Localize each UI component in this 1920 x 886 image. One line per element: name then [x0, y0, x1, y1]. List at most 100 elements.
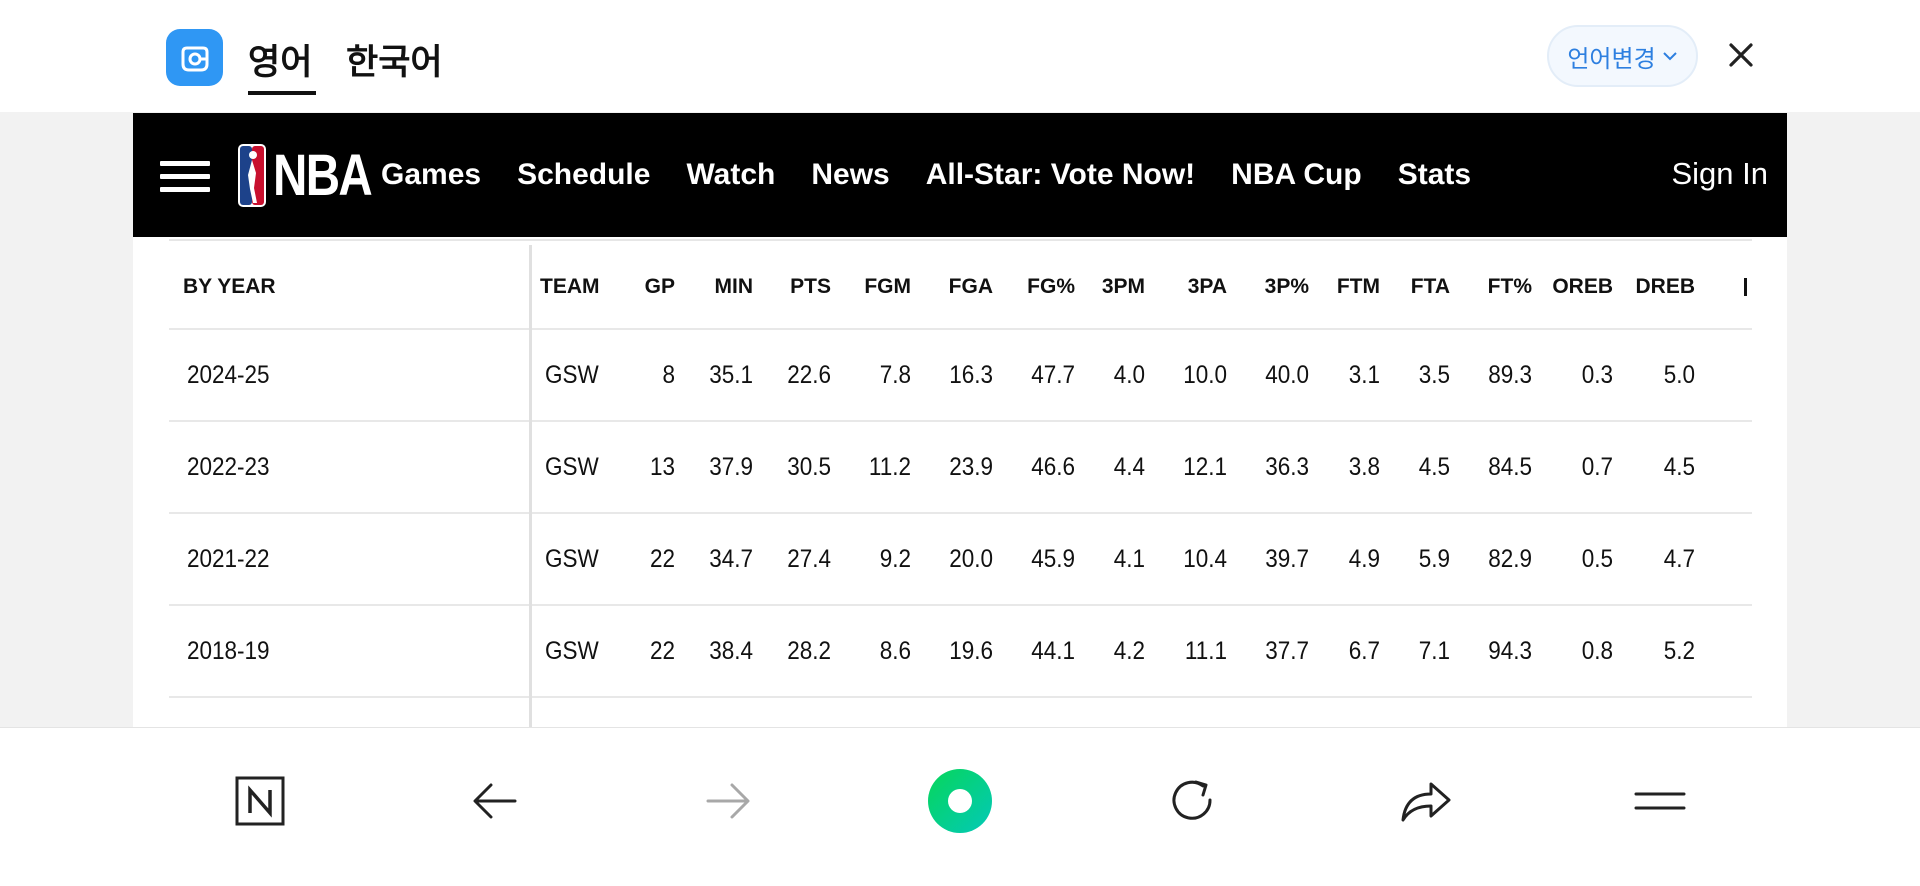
stat-cell-ft: 94.3 — [1488, 636, 1532, 665]
chevron-down-icon — [1662, 52, 1677, 61]
table-top-rule — [169, 239, 1752, 241]
table-row: 2021-22 GSW 22 34.7 27.4 9.2 20.0 45.9 4.1 10.4 39… — [169, 514, 1752, 606]
column-header-ft[interactable]: FT% — [1487, 274, 1532, 298]
nba-header: NBA Games Schedule Watch News All-Star: … — [133, 113, 1787, 237]
stat-cell-fga: 23.9 — [949, 452, 993, 481]
nav-games[interactable]: Games — [381, 158, 482, 191]
stat-cell-min: 38.4 — [709, 636, 753, 665]
column-header-min[interactable]: MIN — [714, 274, 754, 298]
stat-cell-fg: 47.7 — [1031, 360, 1075, 389]
stat-cell-min: 34.7 — [709, 544, 753, 573]
stat-cell-fta: 4.5 — [1418, 452, 1450, 481]
tab-korean[interactable]: 한국어 — [346, 43, 443, 83]
stat-cell-3pm: 4.0 — [1113, 360, 1145, 389]
stat-cell-ftm: 6.7 — [1348, 636, 1380, 665]
stat-cell-fta: 5.9 — [1418, 544, 1450, 573]
table-row: 2022-23 GSW 13 37.9 30.5 11.2 23.9 46.6 4.4 12.1 3… — [169, 422, 1752, 514]
stat-cell-dreb: 4.5 — [1663, 452, 1695, 481]
stat-cell-gp: 22 — [649, 636, 675, 665]
papago-logo-icon — [166, 29, 223, 86]
nav-all-star-vote[interactable]: All-Star: Vote Now! — [925, 158, 1196, 191]
hamburger-menu-icon[interactable] — [160, 161, 210, 197]
stat-cell-dreb: 5.0 — [1663, 360, 1695, 389]
main-nav: Games Schedule Watch News All-Star: Vote… — [381, 113, 1507, 237]
stat-cell-oreb: 0.3 — [1581, 360, 1613, 389]
nba-logo-text: NBA — [273, 142, 373, 208]
column-header-gp[interactable]: GP — [644, 274, 675, 298]
share-icon[interactable] — [1393, 768, 1459, 834]
column-header-3pm[interactable]: 3PM — [1101, 274, 1145, 298]
stat-cell-3pm: 4.2 — [1113, 636, 1145, 665]
reload-icon[interactable] — [1160, 768, 1226, 834]
nav-watch[interactable]: Watch — [686, 158, 776, 191]
stat-cell-3p: 40.0 — [1265, 360, 1309, 389]
column-header-fga[interactable]: FGA — [948, 274, 993, 298]
stats-table[interactable]: BY YEAR TEAM GP MIN PTS FGM FGA FG% 3PM 3PA 3P% FTM… — [169, 237, 1752, 727]
language-change-label: 언어변경 — [1567, 44, 1656, 73]
stat-cell-3pa: 12.1 — [1183, 452, 1227, 481]
tab-english[interactable]: 영어 — [248, 43, 313, 83]
table-header-row: BY YEAR TEAM GP MIN PTS FGM FGA FG% 3PM 3PA 3P% FTM… — [169, 245, 1752, 330]
column-header-3pa[interactable]: 3PA — [1187, 274, 1227, 298]
green-dot-icon[interactable] — [927, 768, 993, 834]
column-header-ftm[interactable]: FTM — [1336, 274, 1380, 298]
nav-stats[interactable]: Stats — [1397, 158, 1472, 191]
stat-cell-fgm: 9.2 — [879, 544, 911, 573]
stat-cell-3p: 37.7 — [1265, 636, 1309, 665]
stat-cell-ft: 84.5 — [1488, 452, 1532, 481]
nba-logo[interactable]: NBA — [237, 143, 393, 208]
stat-cell-3pa: 10.0 — [1183, 360, 1227, 389]
naver-home-icon[interactable] — [227, 768, 293, 834]
stat-cell-3p: 39.7 — [1265, 544, 1309, 573]
menu-icon[interactable] — [1627, 768, 1693, 834]
sticky-column-divider — [529, 245, 532, 727]
forward-arrow-icon — [695, 768, 761, 834]
column-header-oreb[interactable]: OREB — [1552, 274, 1613, 298]
nba-logoman-icon — [238, 144, 266, 207]
season-cell: 2024-25 — [187, 360, 270, 389]
team-link[interactable]: GSW — [545, 360, 599, 389]
stat-cell-dreb: 5.2 — [1663, 636, 1695, 665]
back-arrow-icon[interactable] — [462, 768, 528, 834]
stat-cell-min: 35.1 — [709, 360, 753, 389]
column-header-3p[interactable]: 3P% — [1264, 274, 1309, 298]
table-row: 2024-25 GSW 8 35.1 22.6 7.8 16.3 47.7 4.0 10.0 40.… — [169, 330, 1752, 422]
active-tab-indicator — [248, 91, 316, 95]
stat-cell-fgm: 11.2 — [868, 452, 911, 481]
column-header-by-year[interactable]: BY YEAR — [183, 274, 276, 298]
team-link[interactable]: GSW — [545, 452, 599, 481]
nav-schedule[interactable]: Schedule — [517, 158, 651, 191]
column-header-pts[interactable]: PTS — [790, 274, 831, 298]
stat-cell-3pa: 11.1 — [1184, 636, 1227, 665]
column-header-overflow-edge — [1744, 245, 1752, 328]
stat-cell-ftm: 3.1 — [1348, 360, 1380, 389]
stat-cell-3pa: 10.4 — [1183, 544, 1227, 573]
stat-cell-pts: 28.2 — [787, 636, 831, 665]
nav-news[interactable]: News — [811, 158, 890, 191]
stat-cell-gp: 8 — [662, 360, 675, 389]
season-cell: 2018-19 — [187, 636, 270, 665]
column-header-team[interactable]: TEAM — [540, 274, 600, 298]
stat-cell-gp: 13 — [649, 452, 675, 481]
stat-cell-dreb: 4.7 — [1663, 544, 1695, 573]
column-header-fgm[interactable]: FGM — [864, 274, 911, 298]
stat-cell-pts: 27.4 — [787, 544, 831, 573]
column-header-dreb[interactable]: DREB — [1635, 274, 1695, 298]
stat-cell-oreb: 0.7 — [1581, 452, 1613, 481]
stat-cell-fta: 3.5 — [1418, 360, 1450, 389]
language-change-button[interactable]: 언어변경 — [1547, 25, 1698, 87]
nav-nba-cup[interactable]: NBA Cup — [1231, 158, 1362, 191]
column-header-fta[interactable]: FTA — [1410, 274, 1450, 298]
stats-panel: BY YEAR TEAM GP MIN PTS FGM FGA FG% 3PM 3PA 3P% FTM… — [133, 237, 1787, 727]
team-link[interactable]: GSW — [545, 636, 599, 665]
stat-cell-fg: 45.9 — [1031, 544, 1075, 573]
stat-cell-min: 37.9 — [709, 452, 753, 481]
browser-bottom-bar — [0, 727, 1920, 886]
close-icon[interactable] — [1724, 38, 1758, 72]
sign-in-link[interactable]: Sign In — [1671, 156, 1768, 191]
stat-cell-3pm: 4.1 — [1113, 544, 1145, 573]
column-header-fg[interactable]: FG% — [1027, 274, 1075, 298]
team-link[interactable]: GSW — [545, 544, 599, 573]
table-row: 2018-19 GSW 22 38.4 28.2 8.6 19.6 44.1 4.2 11.1 37… — [169, 606, 1752, 698]
season-cell: 2021-22 — [187, 544, 270, 573]
